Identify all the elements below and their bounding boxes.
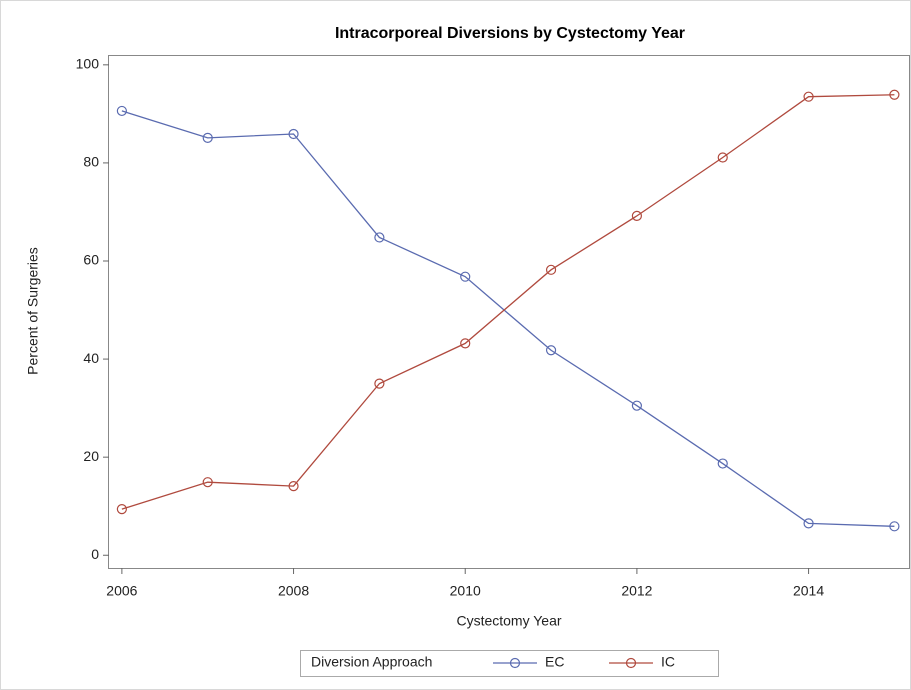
y-tick-label: 40 [83,350,99,366]
legend-marker [625,657,637,669]
data-point [889,89,900,100]
data-point [545,264,557,275]
chart-title: Intracorporeal Diversions by Cystectomy … [335,25,685,42]
legend-marker [509,657,521,669]
data-point [631,210,642,221]
series-line [121,110,895,527]
y-tick-label: 0 [91,546,99,562]
y-tick-label: 80 [83,154,99,170]
data-point [545,345,557,356]
y-tick-label: 60 [83,252,99,268]
y-tick-label: 20 [83,448,99,464]
y-axis-label: Percent of Surgeries [25,247,41,375]
data-point [460,271,471,282]
series-line [121,94,895,510]
data-point [374,378,385,389]
data-point [116,105,127,117]
x-tick-label: 2014 [793,583,824,599]
data-point [717,152,728,163]
data-point [889,521,900,532]
data-point [202,132,213,144]
legend-label: EC [545,654,564,670]
x-tick-label: 2012 [621,583,652,599]
x-axis-label: Cystectomy Year [456,613,561,629]
data-point [374,232,385,243]
data-point [803,518,814,529]
legend-label: IC [661,654,675,670]
data-point [288,128,299,140]
data-point [116,504,127,515]
x-tick-label: 2008 [278,583,309,599]
data-point [631,400,642,411]
x-tick-label: 2010 [450,583,481,599]
legend-title: Diversion Approach [311,654,432,670]
data-point [717,458,728,469]
data-point [202,477,213,488]
data-point [288,480,299,492]
x-tick-label: 2006 [106,583,137,599]
data-point [460,338,471,349]
data-point [803,91,814,102]
y-tick-label: 100 [76,56,100,72]
plot-frame [108,55,910,569]
